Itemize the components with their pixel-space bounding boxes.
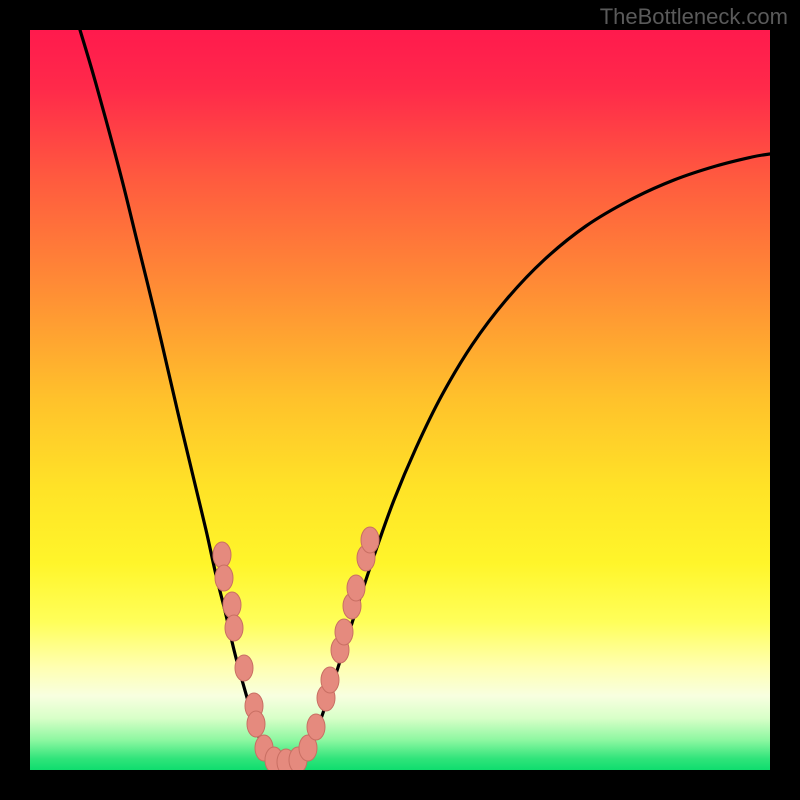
- data-bead: [361, 527, 379, 553]
- plot-area: [30, 30, 770, 770]
- data-bead: [347, 575, 365, 601]
- data-bead: [225, 615, 243, 641]
- data-bead: [307, 714, 325, 740]
- data-bead: [247, 711, 265, 737]
- data-bead: [213, 542, 231, 568]
- chart-frame: TheBottleneck.com: [0, 0, 800, 800]
- data-bead: [215, 565, 233, 591]
- watermark-text: TheBottleneck.com: [600, 4, 788, 30]
- data-bead: [321, 667, 339, 693]
- bottleneck-curve: [80, 30, 770, 762]
- data-bead: [335, 619, 353, 645]
- data-bead: [223, 592, 241, 618]
- curve-overlay: [30, 30, 770, 770]
- data-bead: [235, 655, 253, 681]
